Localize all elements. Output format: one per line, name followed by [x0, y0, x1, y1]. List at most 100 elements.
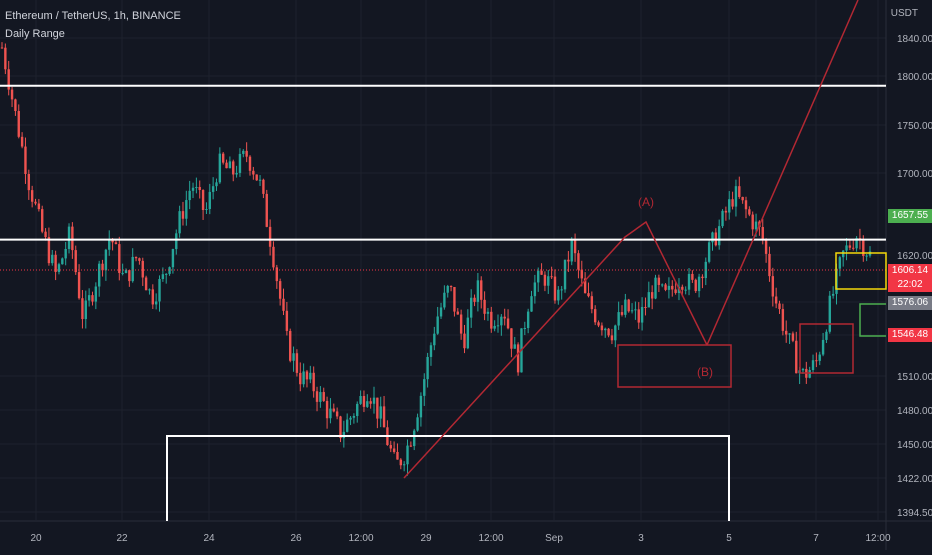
- candle-body: [671, 285, 674, 290]
- candle-body: [332, 408, 335, 412]
- candle-body: [54, 254, 57, 272]
- candle-body: [285, 310, 289, 331]
- candle-body: [245, 150, 248, 157]
- candle-body: [687, 273, 691, 290]
- candle-body: [466, 317, 470, 349]
- candle-body: [24, 146, 27, 175]
- candle-body: [389, 445, 392, 449]
- candle-body: [547, 276, 550, 286]
- candle-body: [141, 260, 144, 278]
- candle-body: [148, 289, 151, 291]
- candle-body: [808, 370, 811, 378]
- candle-body: [161, 274, 165, 279]
- candle-body: [419, 395, 423, 418]
- candle-body: [684, 289, 687, 291]
- candle-body: [600, 325, 604, 331]
- candle-body: [731, 199, 734, 207]
- zone-box-b: [617, 344, 732, 388]
- candle-body: [530, 296, 533, 312]
- candle-body: [791, 333, 795, 341]
- candle-body: [496, 325, 500, 327]
- candle-body: [87, 295, 91, 301]
- candle-body: [175, 233, 178, 250]
- candle-body: [17, 111, 20, 137]
- candle-body: [480, 280, 483, 300]
- candle-body: [607, 328, 610, 336]
- candle-body: [523, 327, 527, 329]
- candle-body: [654, 277, 657, 299]
- y-tick-label: 1480.00: [897, 406, 932, 417]
- candle-body: [295, 353, 299, 373]
- candle-body: [4, 47, 7, 70]
- candle-body: [614, 325, 617, 341]
- candle-body: [302, 371, 305, 385]
- candle-body: [701, 276, 704, 279]
- symbol-title: Ethereum / TetherUS, 1h, BINANCE: [5, 10, 181, 22]
- y-tick-label: 1750.00: [897, 121, 932, 132]
- candle-body: [483, 299, 486, 314]
- candle-body: [634, 309, 637, 311]
- candle-body: [181, 211, 185, 219]
- y-tick-label: 1510.00: [897, 372, 932, 383]
- candle-body: [44, 231, 47, 238]
- candle-body: [399, 459, 403, 466]
- candle-body: [111, 239, 114, 243]
- candle-body: [34, 201, 37, 204]
- candle-body: [778, 303, 781, 310]
- candle-body: [138, 258, 141, 261]
- y-tick-label: 1700.00: [897, 169, 932, 180]
- candle-body: [734, 186, 738, 207]
- candle-body: [724, 210, 728, 213]
- x-tick-label: 5: [726, 533, 732, 544]
- candle-body: [459, 314, 463, 334]
- candle-body: [47, 237, 51, 264]
- candle-body: [265, 193, 268, 227]
- candle-body: [315, 391, 319, 402]
- candle-body: [674, 289, 677, 293]
- candle-body: [717, 226, 721, 246]
- candle-body: [540, 270, 543, 275]
- candle-body: [366, 401, 369, 407]
- zone-box-low: [799, 323, 854, 374]
- candle-body: [506, 318, 510, 329]
- y-tick-label: 1422.00: [897, 474, 932, 485]
- candle-body: [593, 309, 597, 323]
- wave-line: [403, 220, 708, 479]
- candle-body: [831, 293, 835, 296]
- candle-body: [423, 379, 426, 396]
- candle-body: [131, 256, 134, 282]
- candle-body: [319, 392, 322, 402]
- candle-body: [392, 448, 396, 452]
- candle-body: [610, 335, 614, 341]
- candle-body: [697, 276, 701, 292]
- candle-body: [577, 253, 580, 270]
- candle-body: [526, 311, 530, 328]
- candle-body: [275, 267, 279, 282]
- candle-body: [128, 270, 131, 282]
- x-tick-label: Sep: [545, 533, 563, 544]
- candle-body: [51, 254, 54, 264]
- candle-body: [533, 282, 537, 297]
- candle-body: [349, 417, 352, 420]
- candle-body: [650, 292, 654, 299]
- candle-body: [510, 328, 513, 349]
- candle-body: [469, 297, 473, 318]
- candle-body: [825, 331, 828, 340]
- candle-body: [728, 199, 731, 213]
- candle-body: [500, 316, 503, 326]
- candle-body: [282, 298, 285, 311]
- candle-body: [845, 245, 848, 251]
- candle-body: [801, 368, 805, 371]
- candle-body: [232, 161, 235, 175]
- candle-body: [7, 69, 10, 90]
- candle-body: [664, 284, 667, 290]
- candle-body: [657, 277, 661, 285]
- price-badge-countdown: 22:02: [888, 278, 932, 292]
- candle-body: [490, 311, 493, 329]
- candle-body: [436, 316, 439, 334]
- candle-body: [865, 255, 868, 257]
- candle-body: [108, 239, 111, 250]
- candle-body: [329, 408, 332, 419]
